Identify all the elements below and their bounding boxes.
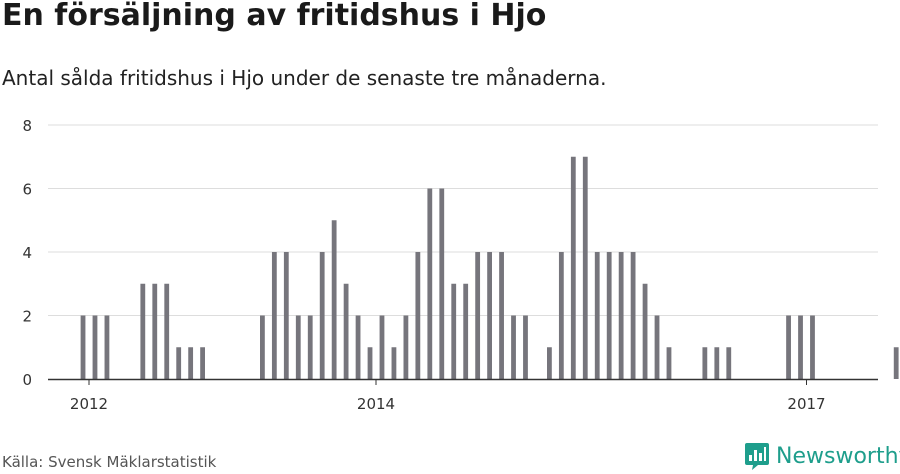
bar — [893, 347, 899, 379]
bar — [582, 156, 588, 379]
bar — [499, 252, 504, 379]
bar — [200, 347, 205, 379]
bar — [714, 347, 720, 379]
bar — [403, 315, 409, 379]
bar — [618, 252, 624, 379]
bar — [666, 347, 672, 379]
bar — [594, 252, 600, 379]
bar — [80, 315, 86, 379]
x-tick-label: 2012 — [70, 395, 108, 413]
bar — [511, 315, 516, 379]
bar — [702, 347, 708, 379]
bar — [475, 252, 481, 379]
gridlines — [48, 124, 878, 316]
bar — [295, 315, 301, 379]
bar — [283, 252, 289, 379]
chart-subtitle: Antal sålda fritidshus i Hjo under de se… — [2, 66, 607, 90]
bar — [547, 347, 552, 379]
bar — [355, 315, 361, 379]
bar — [798, 315, 803, 379]
y-tick-label: 8 — [22, 117, 32, 135]
bar — [260, 315, 265, 379]
y-tick-label: 4 — [22, 244, 32, 262]
bar — [415, 252, 421, 379]
bar — [188, 347, 194, 379]
bar — [343, 283, 349, 379]
brand-name: Newsworthy — [776, 443, 900, 469]
bar — [606, 252, 612, 379]
bar — [642, 283, 648, 379]
y-axis-labels: 0 2 4 6 8 — [22, 117, 32, 389]
x-axis: 20122014201720202022 — [48, 378, 878, 413]
y-tick-label: 2 — [22, 308, 32, 326]
bar — [176, 347, 182, 379]
bar — [463, 283, 469, 379]
bar — [487, 252, 492, 379]
bar — [319, 252, 325, 379]
bars — [80, 156, 899, 379]
bar — [140, 283, 146, 379]
newsworthy-logo-icon — [745, 443, 769, 470]
source-note: Källa: Svensk Mäklarstatistik — [2, 453, 217, 471]
bar — [331, 220, 337, 379]
bar — [307, 315, 313, 379]
x-tick-label: 2017 — [787, 395, 825, 413]
bar — [570, 156, 576, 379]
bar — [92, 315, 98, 379]
bar — [726, 347, 732, 379]
bar — [152, 283, 158, 379]
bar — [630, 252, 636, 379]
bar — [654, 315, 660, 379]
bar — [523, 315, 528, 379]
bar — [391, 347, 397, 379]
bar — [451, 283, 457, 379]
bar — [164, 283, 170, 379]
bar — [558, 252, 564, 379]
bar — [367, 347, 373, 379]
bar — [104, 315, 110, 379]
page-title: En försäljning av fritidshus i Hjo — [2, 0, 547, 33]
y-tick-label: 6 — [22, 181, 32, 199]
newsworthy-logo[interactable]: Newsworthy — [744, 441, 900, 471]
bar — [379, 315, 385, 379]
bar — [271, 252, 277, 379]
bar — [786, 315, 791, 379]
bar — [439, 188, 445, 379]
bar — [810, 315, 815, 379]
y-tick-label: 0 — [22, 371, 32, 389]
x-tick-label: 2014 — [357, 395, 395, 413]
bar — [427, 188, 433, 379]
